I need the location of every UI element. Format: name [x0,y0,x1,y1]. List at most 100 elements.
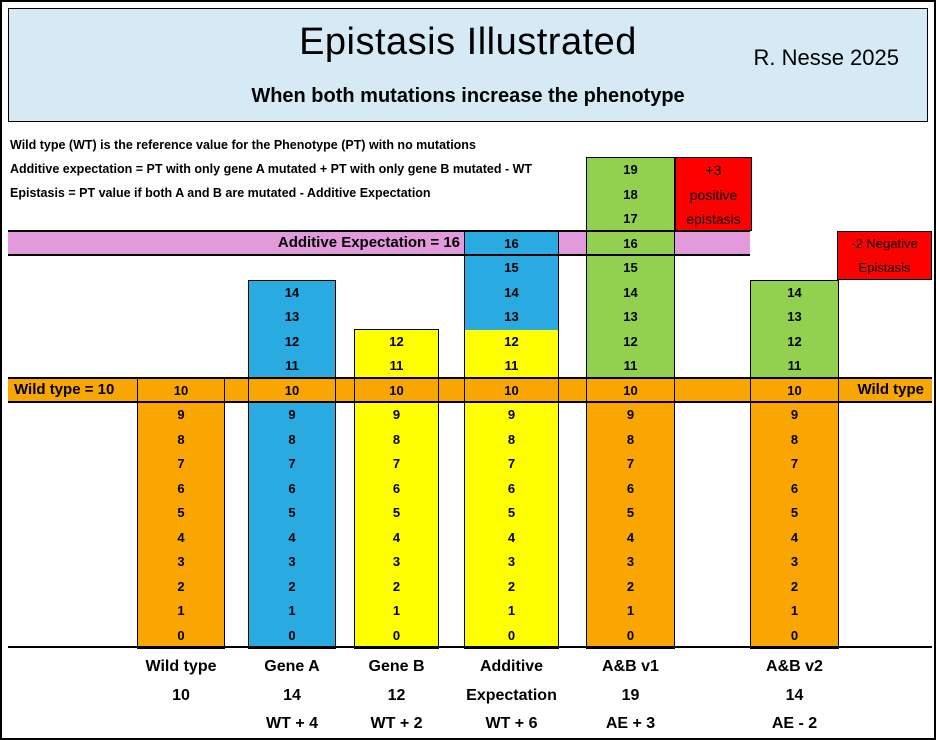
cell-a-b-v2-10: 10 [751,378,838,403]
cell-a-b-v1-0: 0 [587,623,674,648]
column-label-a-b-v2: A&B v2 14 AE - 2 [766,653,823,738]
cell-a-b-v1-18: 18 [587,182,674,207]
cell-gene-b-10: 10 [355,378,438,403]
cell-gene-a-1: 1 [249,599,335,624]
attribution: R. Nesse 2025 [753,45,899,70]
column-label-wild-type-line-1: 10 [172,686,190,704]
additive-band-bottom-line [8,254,750,256]
cell-gene-a-14: 14 [249,280,335,305]
column-label-a-b-v1-line-0: A&B v1 [602,658,659,675]
cell-additive-expectation-9: 9 [465,403,558,428]
column-label-gene-b-line-0: Gene B [368,658,425,675]
cell-a-b-v1-7: 7 [587,452,674,477]
cell-additive-expectation-7: 7 [465,452,558,477]
column-label-gene-a-line-0: Gene A [264,658,320,675]
bar-gene-b: 12 11 10 9 8 7 6 5 4 3 2 1 0 [354,328,439,649]
cell-wild-type-10: 10 [138,378,224,403]
bar-wild-type: 10 9 8 7 6 5 4 3 2 1 0 [137,377,225,649]
cell-additive-expectation-10: 10 [465,378,558,403]
column-label-gene-b-line-2: WT + 2 [370,715,423,732]
cell-a-b-v1-16: 16 [587,231,674,256]
cell-gene-b-2: 2 [355,574,438,599]
cell-a-b-v1-9: 9 [587,403,674,428]
positive-epistasis-label-1: positive [689,186,738,203]
cell-wild-type-3: 3 [138,550,224,575]
cell-additive-expectation-11: 11 [465,354,558,379]
cell-a-b-v1-5: 5 [587,501,674,526]
wild-type-band-label-left: Wild type = 10 [14,380,115,398]
cell-a-b-v2-7: 7 [751,452,838,477]
cell-gene-a-0: 0 [249,623,335,648]
cell-a-b-v2-2: 2 [751,574,838,599]
column-label-gene-a: Gene A 14 WT + 4 [264,653,320,738]
column-label-wild-type: Wild type 10 [146,653,217,710]
chart-baseline [8,646,932,648]
cell-gene-a-7: 7 [249,452,335,477]
cell-gene-a-10: 10 [249,378,335,403]
bar-gene-a: 14 13 12 11 10 9 8 7 6 5 4 3 2 1 0 [248,279,336,649]
cell-a-b-v1-13: 13 [587,305,674,330]
cell-gene-a-9: 9 [249,403,335,428]
cell-gene-a-13: 13 [249,305,335,330]
column-label-gene-a-line-2: WT + 4 [265,715,319,732]
cell-wild-type-8: 8 [138,427,224,452]
wild-type-band-label-right: Wild type [857,380,924,398]
cell-additive-expectation-3: 3 [465,550,558,575]
cell-a-b-v2-0: 0 [751,623,838,648]
cell-gene-a-12: 12 [249,329,335,354]
cell-additive-expectation-8: 8 [465,427,558,452]
cell-gene-b-5: 5 [355,501,438,526]
cell-additive-expectation-12: 12 [465,329,558,354]
cell-a-b-v1-15: 15 [587,256,674,281]
cell-a-b-v1-8: 8 [587,427,674,452]
additive-expectation-band-label: Additive Expectation = 16 [277,233,460,251]
cell-gene-b-0: 0 [355,623,438,648]
cell-wild-type-1: 1 [138,599,224,624]
cell-gene-b-4: 4 [355,525,438,550]
column-label-a-b-v1-line-2: AE + 3 [605,715,656,732]
cell-a-b-v1-14: 14 [587,280,674,305]
cell-a-b-v2-1: 1 [751,599,838,624]
cell-gene-a-8: 8 [249,427,335,452]
cell-gene-a-3: 3 [249,550,335,575]
additive-band-top-line [8,229,750,232]
cell-wild-type-6: 6 [138,476,224,501]
cell-a-b-v1-6: 6 [587,476,674,501]
cell-additive-expectation-2: 2 [465,574,558,599]
cell-gene-b-6: 6 [355,476,438,501]
cell-a-b-v1-4: 4 [587,525,674,550]
cell-gene-b-8: 8 [355,427,438,452]
cell-a-b-v2-9: 9 [751,403,838,428]
cell-wild-type-9: 9 [138,403,224,428]
column-label-additive-expectation-line-0: Additive [479,658,544,675]
column-label-a-b-v1-line-1: 19 [621,686,640,704]
cell-wild-type-0: 0 [138,623,224,648]
cell-a-b-v2-12: 12 [751,329,838,354]
cell-a-b-v2-8: 8 [751,427,838,452]
cell-a-b-v1-10: 10 [587,378,674,403]
cell-gene-b-9: 9 [355,403,438,428]
negative-epistasis-label: Epistasis [858,259,911,275]
cell-gene-b-7: 7 [355,452,438,477]
cell-a-b-v1-19: 19 [587,158,674,183]
cell-a-b-v2-6: 6 [751,476,838,501]
cell-gene-a-6: 6 [249,476,335,501]
cell-a-b-v1-3: 3 [587,550,674,575]
figure-header: Epistasis Illustrated R. Nesse 2025 When… [8,8,928,122]
positive-epistasis-callout: +3 positive epistasis [675,157,752,231]
cell-additive-expectation-1: 1 [465,599,558,624]
definitions-block: Wild type (WT) is the reference value fo… [10,133,532,205]
cell-wild-type-2: 2 [138,574,224,599]
column-label-a-b-v2-line-2: AE - 2 [771,715,818,732]
column-label-additive-expectation-line-1: Expectation [466,686,557,704]
cell-gene-b-11: 11 [355,354,438,379]
cell-gene-a-5: 5 [249,501,335,526]
cell-additive-expectation-14: 14 [465,280,558,305]
cell-additive-expectation-6: 6 [465,476,558,501]
cell-additive-expectation-5: 5 [465,501,558,526]
cell-additive-expectation-16: 16 [465,231,558,256]
negative-epistasis-value: -2 Negative [851,235,918,251]
column-label-gene-b: Gene B 12 WT + 2 [368,653,425,738]
cell-wild-type-7: 7 [138,452,224,477]
